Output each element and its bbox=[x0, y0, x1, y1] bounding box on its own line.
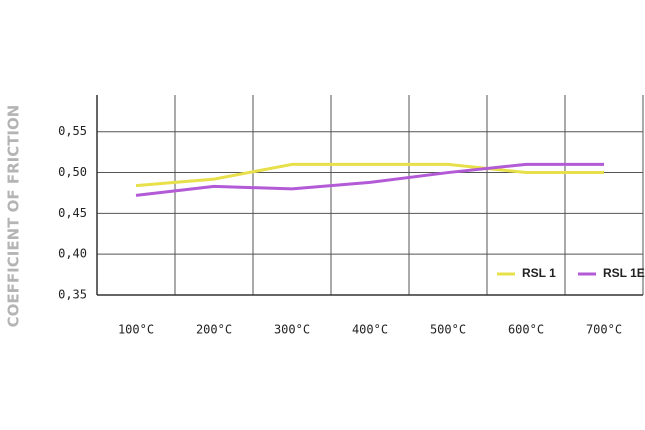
legend-label: RSL 1E bbox=[603, 266, 645, 280]
x-tick-label: 700°C bbox=[586, 323, 622, 337]
x-tick-label: 600°C bbox=[508, 323, 544, 337]
x-tick-label: 100°C bbox=[118, 323, 154, 337]
series-line bbox=[135, 162, 604, 197]
x-tick-label: 200°C bbox=[196, 323, 232, 337]
x-tick-label: 300°C bbox=[274, 323, 310, 337]
x-tick-label: 400°C bbox=[352, 323, 388, 337]
y-tick-label: 0,35 bbox=[58, 288, 87, 302]
legend-label: RSL 1 bbox=[522, 266, 556, 280]
y-axis-title: COEFFICIENT OF FRICTION bbox=[5, 105, 23, 328]
series-line bbox=[135, 162, 604, 188]
y-tick-label: 0,50 bbox=[58, 165, 87, 179]
y-tick-label: 0,55 bbox=[58, 124, 87, 138]
x-tick-label: 500°C bbox=[430, 323, 466, 337]
y-tick-label: 0,40 bbox=[58, 247, 87, 261]
y-tick-label: 0,45 bbox=[58, 206, 87, 220]
